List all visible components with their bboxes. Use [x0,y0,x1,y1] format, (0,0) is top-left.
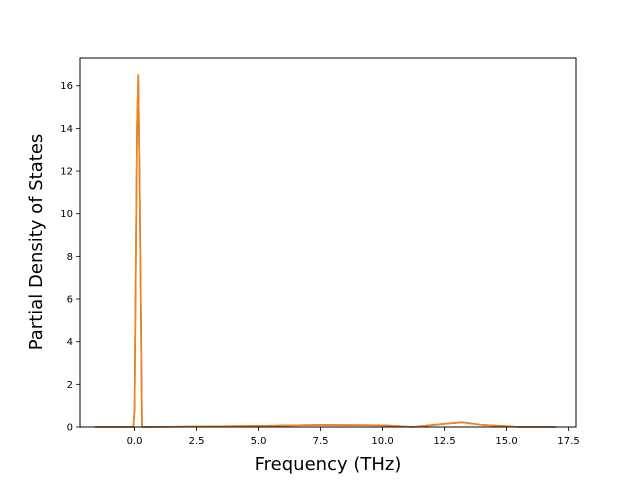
series-layer [94,74,557,428]
y-tick-label: 0 [67,423,73,434]
x-tick-label: 0.0 [127,436,143,447]
x-axis-label: Frequency (THz) [255,454,402,475]
y-tick-label: 10 [60,209,73,220]
x-tick-label: 15.0 [495,436,517,447]
x-tick-label: 7.5 [313,436,329,447]
y-axis-label: Partial Density of States [26,134,47,351]
x-axis: 0.0 2.5 5.0 7.5 10.0 12.5 15.0 17.5 [127,427,580,447]
x-tick-label: 2.5 [189,436,205,447]
x-tick-label: 5.0 [251,436,267,447]
y-tick-label: 16 [60,81,73,92]
series-line-2 [94,74,557,428]
y-tick-label: 12 [60,167,73,178]
plot-background [80,58,576,427]
y-tick-label: 6 [67,295,73,306]
x-tick-label: 17.5 [557,436,579,447]
x-tick-label: 10.0 [371,436,393,447]
x-tick-label: 12.5 [433,436,455,447]
y-tick-label: 8 [67,252,73,263]
y-tick-label: 4 [67,337,73,348]
y-tick-label: 14 [60,124,73,135]
plot-frame [79,57,577,428]
y-axis: 0 2 4 6 8 10 12 14 16 [60,81,80,434]
y-tick-label: 2 [67,380,73,391]
